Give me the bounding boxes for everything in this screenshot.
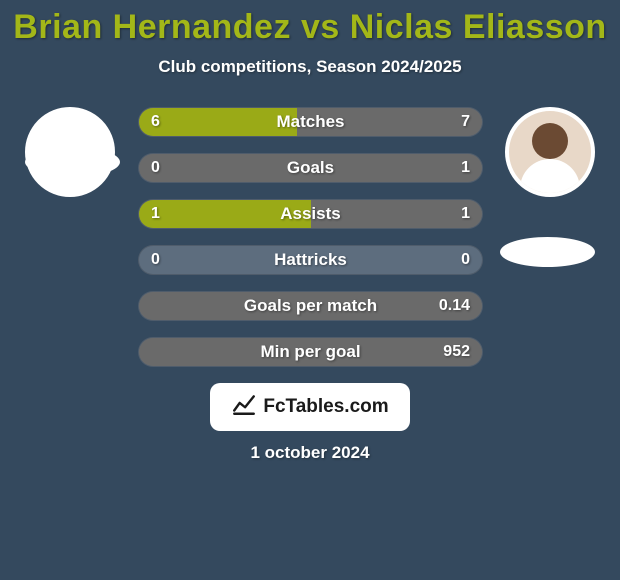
stat-row: 01Goals [138,153,483,183]
stat-label: Assists [139,200,482,228]
stat-label: Goals per match [139,292,482,320]
stat-row: 11Assists [138,199,483,229]
comparison-card: Brian Hernandez vs Niclas Eliasson Club … [0,0,620,580]
stats-area: 67Matches 01Goals 11Assists 00Hattricks 0.14… [0,107,620,367]
player-left-name: Brian Hernandez [13,8,291,46]
vs-text: vs [301,8,340,46]
footer-text: FcTables.com [263,396,388,418]
stat-row: 00Hattricks [138,245,483,275]
player-right-club-badge [500,237,595,267]
page-title: Brian Hernandez vs Niclas Eliasson [0,0,620,47]
stat-label: Hattricks [139,246,482,274]
date-text: 1 october 2024 [0,443,620,463]
stat-label: Matches [139,108,482,136]
stat-row: 952Min per goal [138,337,483,367]
player-right-avatar [505,107,595,197]
chart-icon [231,391,257,423]
stat-rows: 67Matches 01Goals 11Assists 00Hattricks 0.14… [138,107,483,367]
player-left-club-badge [25,147,120,177]
stat-row: 0.14Goals per match [138,291,483,321]
avatar-head-icon [532,123,568,159]
stat-label: Min per goal [139,338,482,366]
subtitle: Club competitions, Season 2024/2025 [0,57,620,77]
stat-label: Goals [139,154,482,182]
player-right-name: Niclas Eliasson [350,8,607,46]
avatar-body-icon [520,159,580,197]
stat-row: 67Matches [138,107,483,137]
footer-brand: FcTables.com [210,383,410,431]
